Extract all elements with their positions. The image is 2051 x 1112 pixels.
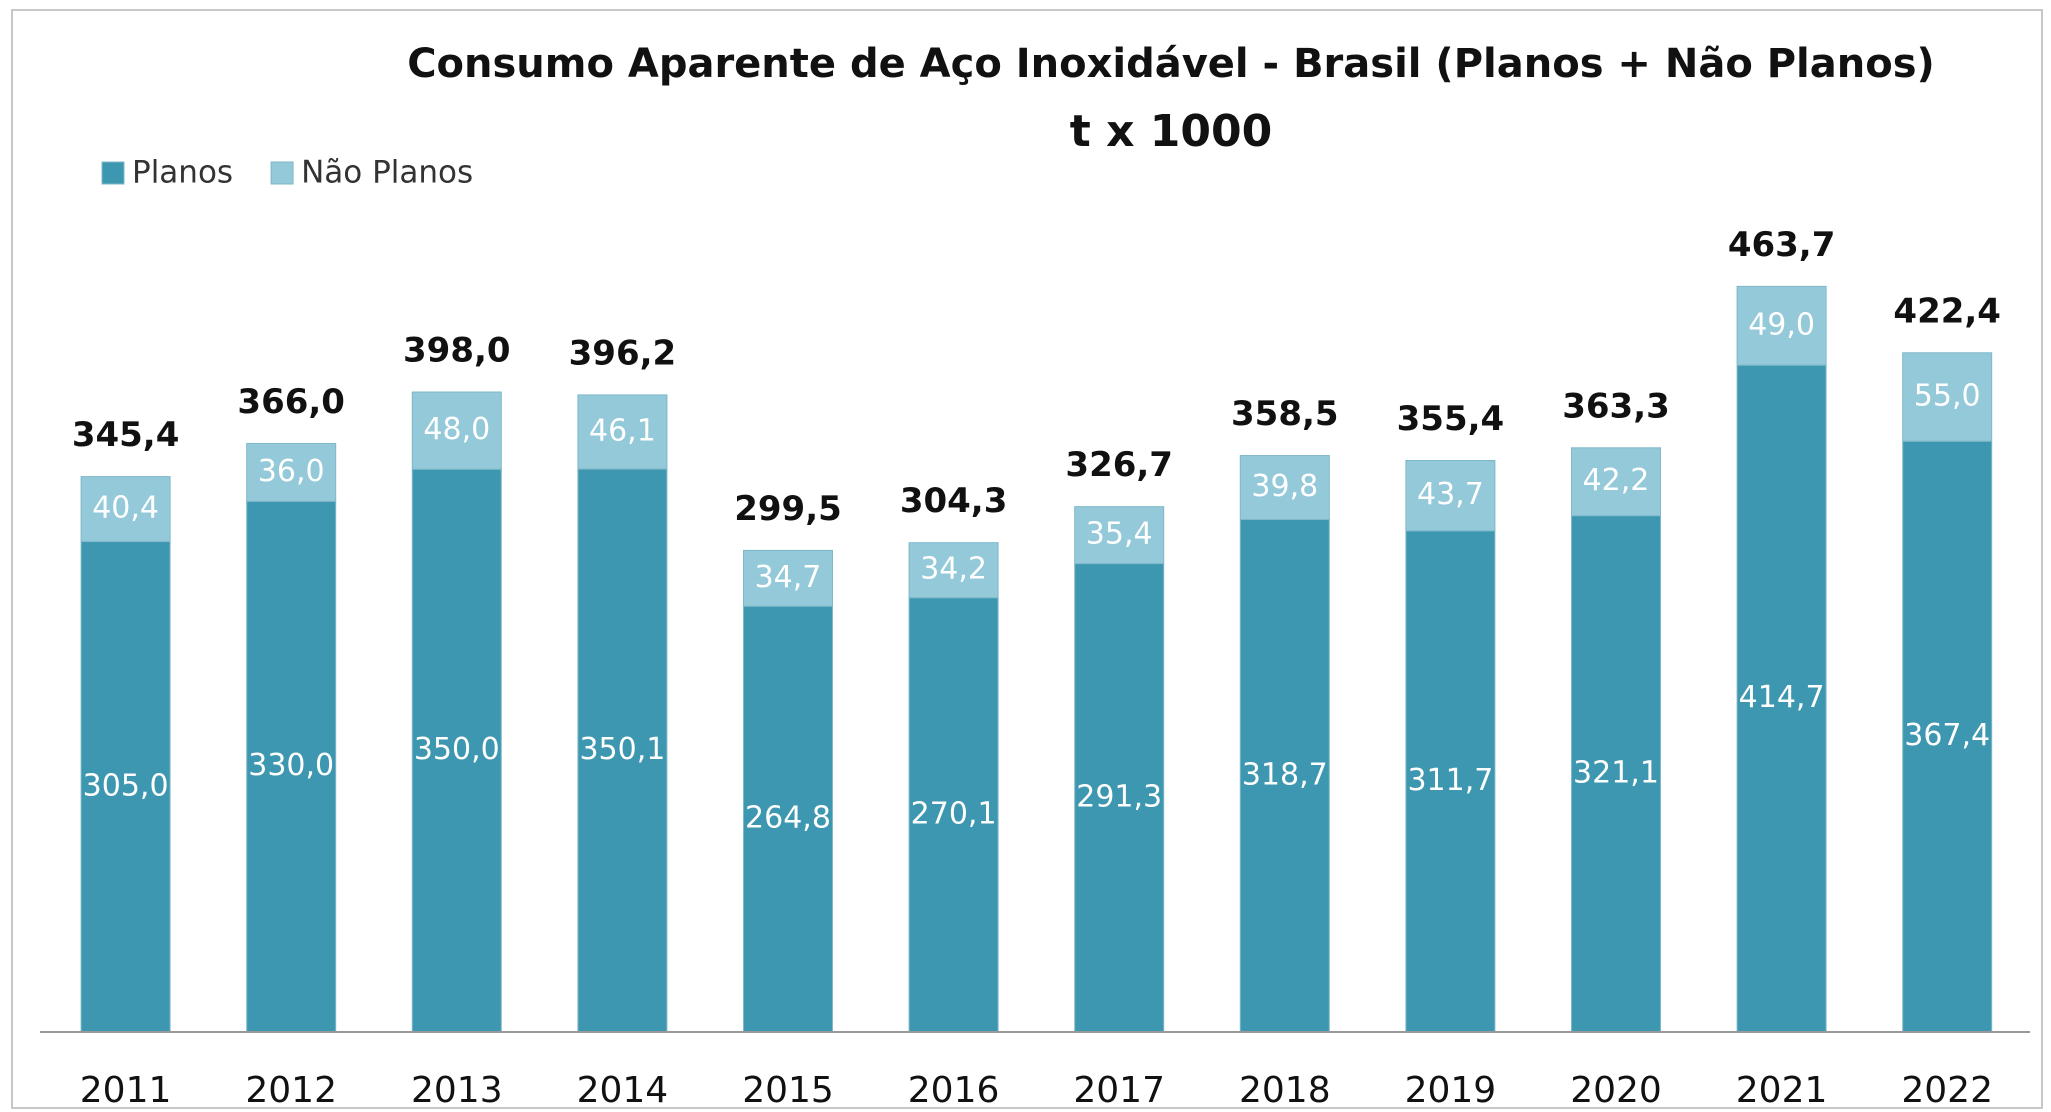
- bar-segment: [1736, 285, 1827, 366]
- x-tick-label: 2022: [1901, 1070, 1993, 1111]
- bar-segment: [1902, 352, 1993, 442]
- x-tick-label: 2016: [908, 1070, 1000, 1111]
- bar-segment: [1239, 519, 1330, 1033]
- total-label: 358,5: [1231, 394, 1339, 434]
- segment-label: 318,7: [1242, 757, 1328, 792]
- bar-segment: [246, 500, 337, 1033]
- bar-segment: [1074, 506, 1165, 565]
- segment-label: 350,1: [579, 732, 665, 767]
- x-tick-label: 2011: [80, 1070, 172, 1111]
- total-label: 396,2: [569, 333, 677, 373]
- chart-frame: [11, 9, 2043, 1109]
- legend-label: Planos: [132, 155, 233, 191]
- x-tick-label: 2021: [1736, 1070, 1828, 1111]
- x-tick-label: 2020: [1570, 1070, 1662, 1111]
- legend-swatch: [101, 161, 125, 185]
- segment-label: 55,0: [1914, 379, 1981, 414]
- segment-label: 270,1: [911, 796, 997, 831]
- segment-label: 367,4: [1904, 718, 1990, 753]
- total-label: 304,3: [900, 481, 1008, 521]
- x-tick-label: 2015: [742, 1070, 834, 1111]
- bar-segment: [743, 605, 833, 1033]
- x-tick-label: 2018: [1239, 1070, 1331, 1111]
- bar-segment: [1405, 460, 1496, 532]
- bar-segment: [1902, 440, 1993, 1033]
- x-tick-label: 2019: [1405, 1070, 1497, 1111]
- segment-label: 40,4: [92, 491, 159, 526]
- total-label: 463,7: [1728, 225, 1836, 265]
- legend-label: Não Planos: [301, 155, 473, 191]
- segment-label: 291,3: [1076, 779, 1162, 814]
- segment-label: 36,0: [258, 454, 325, 489]
- x-tick-label: 2017: [1073, 1070, 1165, 1111]
- segment-label: 42,2: [1583, 463, 1650, 498]
- segment-label: 46,1: [589, 413, 656, 448]
- total-label: 345,4: [72, 415, 180, 455]
- segment-label: 311,7: [1407, 763, 1493, 798]
- segment-label: 264,8: [745, 801, 831, 836]
- bar-segment: [908, 542, 999, 599]
- bar-segment: [1571, 447, 1661, 517]
- total-label: 366,0: [237, 382, 345, 422]
- chart-title: Consumo Aparente de Aço Inoxidável - Bra…: [407, 41, 1935, 87]
- legend-swatch: [270, 161, 294, 185]
- segment-label: 34,2: [920, 552, 987, 587]
- x-tick-label: 2014: [577, 1070, 669, 1111]
- bar-segment: [80, 541, 171, 1033]
- segment-label: 414,7: [1739, 680, 1825, 715]
- segment-label: 305,0: [83, 768, 169, 803]
- bar-segment: [411, 391, 502, 470]
- bar-segment: [577, 394, 668, 470]
- segment-label: 34,7: [755, 560, 822, 595]
- segment-label: 39,8: [1251, 469, 1318, 504]
- segment-label: 48,0: [423, 412, 490, 447]
- total-label: 355,4: [1397, 399, 1505, 439]
- segment-label: 350,0: [414, 732, 500, 767]
- segment-label: 35,4: [1086, 517, 1153, 552]
- segment-label: 321,1: [1573, 755, 1659, 790]
- total-label: 326,7: [1065, 445, 1173, 485]
- bar-segment: [1405, 530, 1496, 1033]
- bar-segment: [411, 468, 502, 1033]
- bar-segment: [577, 468, 668, 1033]
- total-label: 363,3: [1562, 386, 1670, 426]
- x-tick-label: 2012: [245, 1070, 337, 1111]
- segment-label: 330,0: [248, 748, 334, 783]
- segment-label: 49,0: [1748, 307, 1815, 342]
- bar-segment: [908, 597, 999, 1033]
- bar-segment: [743, 549, 833, 607]
- total-label: 422,4: [1893, 291, 2001, 331]
- bar-segment: [1571, 515, 1661, 1033]
- total-label: 398,0: [403, 331, 511, 371]
- chart-subtitle: t x 1000: [1070, 106, 1273, 157]
- segment-label: 43,7: [1417, 477, 1484, 512]
- bar-segment: [246, 442, 337, 502]
- total-label: 299,5: [734, 489, 842, 529]
- bar-segment: [80, 476, 171, 543]
- bar-segment: [1239, 455, 1330, 521]
- x-tick-label: 2013: [411, 1070, 503, 1111]
